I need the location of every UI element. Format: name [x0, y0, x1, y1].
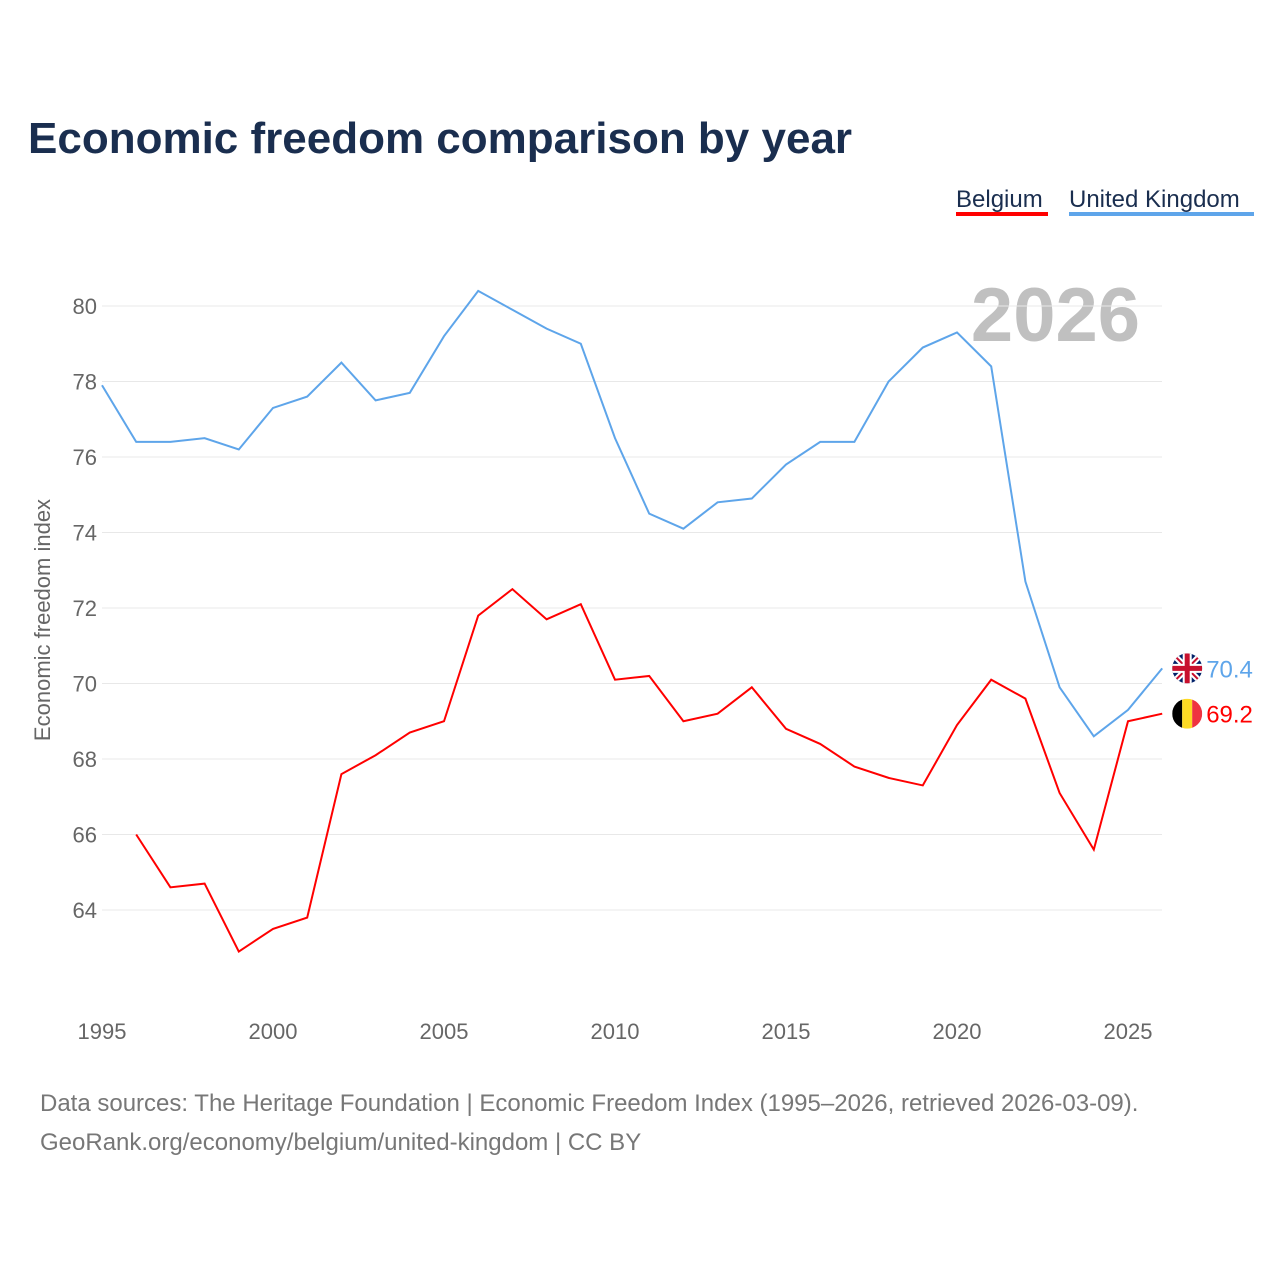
- legend-item-united-kingdom[interactable]: United Kingdom: [1069, 186, 1240, 213]
- y-tick-label: 68: [73, 747, 97, 772]
- x-tick-label: 2005: [420, 1019, 469, 1044]
- y-axis-label: Economic freedom index: [30, 499, 55, 741]
- footer-sources: Data sources: The Heritage Foundation | …: [40, 1090, 1138, 1117]
- flag-body: [1172, 698, 1203, 729]
- series-line-belgium: [135, 587, 1163, 953]
- series-line-united-kingdom: [101, 289, 1163, 738]
- legend[interactable]: Belgium United Kingdom: [956, 186, 1254, 216]
- footer-link[interactable]: GeoRank.org/economy/belgium/united-kingd…: [40, 1129, 641, 1156]
- flag-cross-red: [1172, 653, 1203, 684]
- flag-stripe: [1172, 698, 1183, 729]
- belgium-flag-icon: [1172, 698, 1203, 729]
- y-tick-label: 66: [73, 823, 97, 848]
- y-tick-label: 78: [73, 370, 97, 395]
- end-value-label: 70.4: [1206, 656, 1253, 683]
- flag-stripe: [1182, 698, 1193, 729]
- y-tick-label: 74: [73, 521, 97, 546]
- x-tick-label: 2020: [933, 1019, 982, 1044]
- legend-swatch: [1069, 212, 1254, 216]
- y-tick-label: 80: [73, 294, 97, 319]
- y-tick-label: 64: [73, 898, 97, 923]
- x-tick-label: 2025: [1104, 1019, 1153, 1044]
- legend-swatch: [956, 212, 1048, 216]
- y-tick-label: 72: [73, 596, 97, 621]
- x-tick-label: 2015: [762, 1019, 811, 1044]
- flag-stripe: [1192, 698, 1203, 729]
- y-tick-label: 76: [73, 445, 97, 470]
- flag-body: [1172, 653, 1203, 684]
- chart-title: Economic freedom comparison by year: [28, 114, 852, 163]
- x-tick-label: 2010: [591, 1019, 640, 1044]
- end-value-label: 69.2: [1206, 702, 1253, 729]
- x-tick-label: 2000: [249, 1019, 298, 1044]
- x-tick-label: 1995: [78, 1019, 127, 1044]
- legend-item-belgium[interactable]: Belgium: [956, 186, 1043, 213]
- y-tick-label: 70: [73, 672, 97, 697]
- uk-flag-icon: [1172, 653, 1203, 684]
- year-watermark: 2026: [971, 273, 1140, 358]
